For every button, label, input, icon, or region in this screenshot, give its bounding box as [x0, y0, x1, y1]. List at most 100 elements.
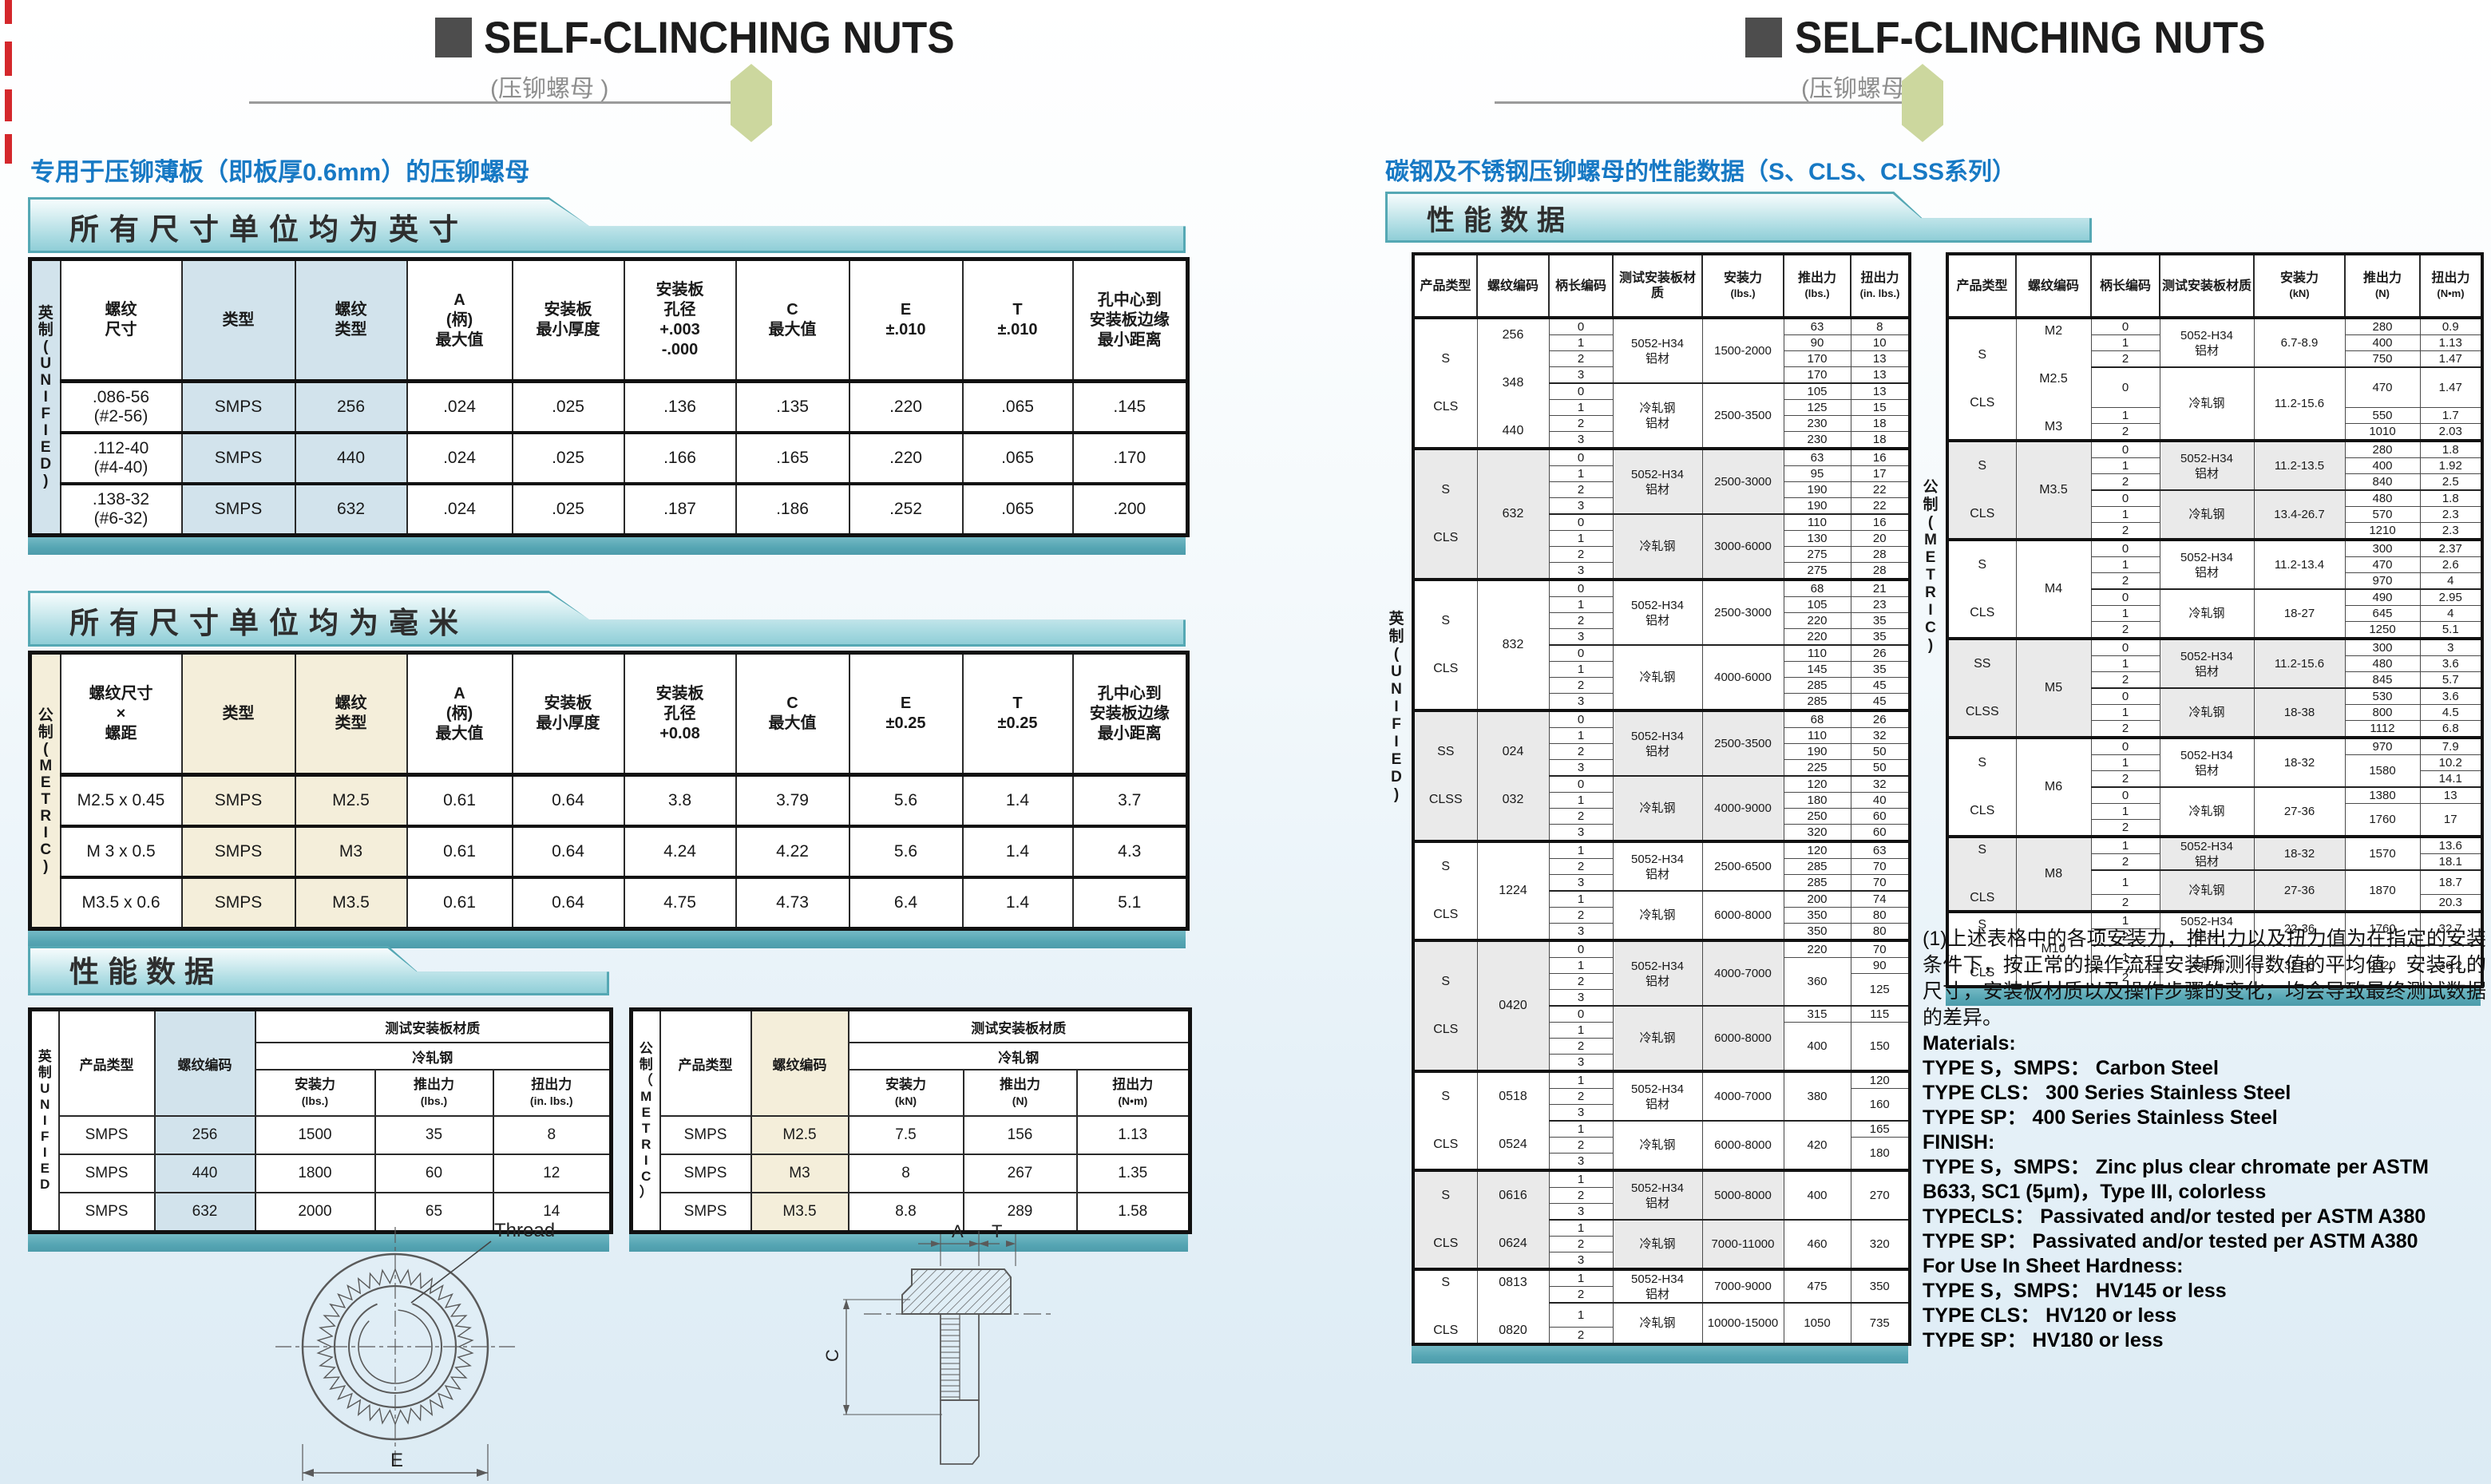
torque-cell: 4.5 [2419, 704, 2483, 721]
notes-line: Materials: [1923, 1032, 2016, 1055]
torque-cell: 22 [1850, 481, 1911, 498]
notes-line: B633, SC1 (5μm)，Type III, colorless [1923, 1181, 2267, 1203]
table-row: 2 125 [1413, 973, 1911, 1007]
dim-table-mm-wrap: 公制(M E T R I C) 螺纹尺寸 × 螺距 类型 螺纹 类型 A (柄) 最大值 安装板 最小厚度 安装板… [28, 651, 1190, 931]
product-group: SS CLSS 024 032 0 5052-H34 铝材 2500-3500 68 26 1 110… [1412, 710, 1911, 842]
table-row: 1 冷轧钢 32-50 2020 36.2 [1947, 944, 2483, 987]
torque-cell: 2.37 [2419, 539, 2483, 557]
column-header-unit: 安装力 (lbs.) [254, 1069, 376, 1117]
table-row: 1 480 3.6 [1947, 655, 2483, 672]
table-row: 3 320 60 [1413, 824, 1911, 842]
material-cell: 5052-H34 铝材 [1612, 710, 1703, 777]
product-type-cell: S CLS [1412, 940, 1478, 1072]
column-header: 孔中心到 安装板边缘 最小距离 [1071, 651, 1189, 777]
shank-code-cell: 3 [1548, 759, 1614, 777]
column-header: 安装板 孔径 +.003 -.000 [623, 258, 737, 383]
material-cell: 冷轧钢 [2159, 869, 2255, 912]
cell: SMPS [180, 482, 296, 537]
side-label-metric: 公制(M E T R I C) [1923, 479, 1939, 654]
pushout-cell: 1050 [1783, 1302, 1851, 1345]
torque-cell: 28 [1850, 562, 1911, 580]
product-type-cell: S CLS [1946, 911, 2017, 987]
left-intro-text: 专用于压铆薄板（即板厚0.6mm）的压铆螺母 [30, 158, 530, 186]
product-group: S CLS 832 0 5052-H34 铝材 2500-3000 68 21 1 105 23 2 22… [1412, 579, 1911, 711]
table-row: 2 970 4 [1947, 572, 2483, 590]
product-type-cell: S CLS [1946, 836, 2017, 912]
table-row: 1 400 1.92 [1947, 457, 2483, 474]
side-label: 公制(M E T R I C) [29, 651, 61, 931]
product-type-cell: S CLS [1946, 440, 2017, 540]
material-cell: 冷轧钢 [1612, 1219, 1703, 1270]
header-row: 冷轧钢 [632, 1042, 1191, 1070]
shank-code-cell: 2 [2090, 671, 2160, 689]
cell: 0.64 [511, 825, 625, 879]
shank-code-cell: 0 [2090, 440, 2160, 458]
install-force-cell: 4000-7000 [1701, 1070, 1784, 1122]
pushout-cell: 470 [2344, 366, 2421, 408]
perf-table-inch-wrap: 英制 U N I F I E D 产品类型 螺纹编码 测试安装板材质 冷轧钢 安装力 (lbs.) 推出力(… [28, 1007, 614, 1234]
table-footer-bar [28, 931, 1186, 948]
pushout-cell: 145 [1783, 661, 1851, 678]
column-header-code: 螺纹编码 [750, 1008, 849, 1117]
product-group: S CLS M2 M2.5 M3 0 5052-H34 铝材 6.7-8.9 280 0.9 1 400… [1946, 317, 2483, 441]
title-square-icon [435, 18, 472, 57]
column-header: 类型 [180, 258, 296, 383]
shank-code-cell: 0 [2090, 687, 2160, 705]
torque-cell: 13 [2419, 786, 2483, 804]
pushout-cell: 1210 [2344, 522, 2421, 540]
shank-code-cell: 1 [1548, 334, 1614, 351]
product-type-cell: S CLS [1946, 317, 2017, 441]
shank-code-cell: 2 [2090, 522, 2160, 540]
table-row: 1 360 90 [1413, 957, 1911, 1007]
column-header: 推出力 (N) [2344, 253, 2421, 319]
pushout-cell: 130 [1783, 530, 1851, 547]
torque-cell: 7.9 [2419, 737, 2483, 755]
install-force-cell: 27-36 [2253, 786, 2346, 837]
thread-label: Thread [494, 1220, 555, 1241]
shank-code-cell: 1 [1548, 1120, 1614, 1138]
shank-code-cell: 2 [1548, 1327, 1614, 1345]
cell: .025 [511, 379, 625, 434]
shank-code-cell: 2 [1548, 1038, 1614, 1055]
install-force-cell: 4000-7000 [1701, 940, 1784, 1007]
shank-code-cell: 0 [1548, 513, 1614, 531]
table-row: 3 230 18 [1413, 431, 1911, 449]
column-header: E ±0.25 [848, 651, 964, 777]
torque-cell: 1.47 [2419, 366, 2483, 408]
table-row: S CLS 832 0 5052-H34 铝材 2500-3000 68 21 [1412, 579, 1911, 711]
shank-code-cell: 1 [1548, 465, 1614, 482]
product-type-cell: S CLS [1412, 579, 1478, 711]
table-row: 0 冷轧钢 4000-9000 120 32 [1413, 775, 1911, 842]
column-header: T ±0.25 [961, 651, 1074, 777]
pushout-cell: 1112 [2344, 720, 2421, 738]
table-row: SMPS 256 1500 35 8 [30, 1115, 612, 1155]
band-inch: 所有尺寸单位均为英寸 [28, 197, 1186, 253]
side-label: 英制(U N I F I E D) [29, 258, 61, 537]
install-force-cell: 18-32 [2253, 836, 2346, 871]
table-row: 2 750 1.47 [1947, 350, 2483, 368]
install-force-cell: 18-32 [2253, 737, 2346, 788]
shank-code-cell: 2 [1548, 350, 1614, 367]
shank-code-cell: 3 [1548, 628, 1614, 646]
cell: .024 [406, 379, 513, 434]
pushout-cell: 220 [1783, 628, 1851, 646]
header-row: 英制(U N I F I E D) 螺纹 尺寸 类型 螺纹 类型 A (柄) 最大值 安装板 最小厚度 安装板 孔径… [29, 258, 1189, 537]
table-row: 1 570 2.3 [1947, 506, 2483, 523]
band-perf-left-label: 性能数据 [69, 956, 223, 988]
table-row: 1 645 4 [1947, 605, 2483, 622]
group-perf-table: 产品类型 螺纹编码 柄长编码 测试安装板材质 安装力 (kN) 推出力 (N) 扭出力 (N•m)… [1946, 252, 2484, 988]
cell: .166 [623, 431, 737, 485]
table-row: 3 [1413, 1203, 1910, 1221]
cell: 8 [492, 1115, 612, 1155]
torque-cell: 1.47 [2419, 350, 2483, 368]
torque-cell: 16 [1850, 513, 1911, 531]
shank-code-cell: 2 [2090, 894, 2160, 912]
cell: 0.61 [406, 825, 513, 879]
table-row: M 3 x 0.5 SMPS M3 0.61 0.64 4.24 4.22 5.6 1.4 4.3 [30, 825, 1189, 879]
cell: 60 [374, 1154, 494, 1193]
torque-cell: 28 [1850, 546, 1911, 563]
install-force-cell: 1500-2000 [1701, 317, 1784, 384]
pushout-cell: 285 [1783, 677, 1851, 694]
cell: M3 [294, 825, 408, 879]
cell: .024 [406, 431, 513, 485]
